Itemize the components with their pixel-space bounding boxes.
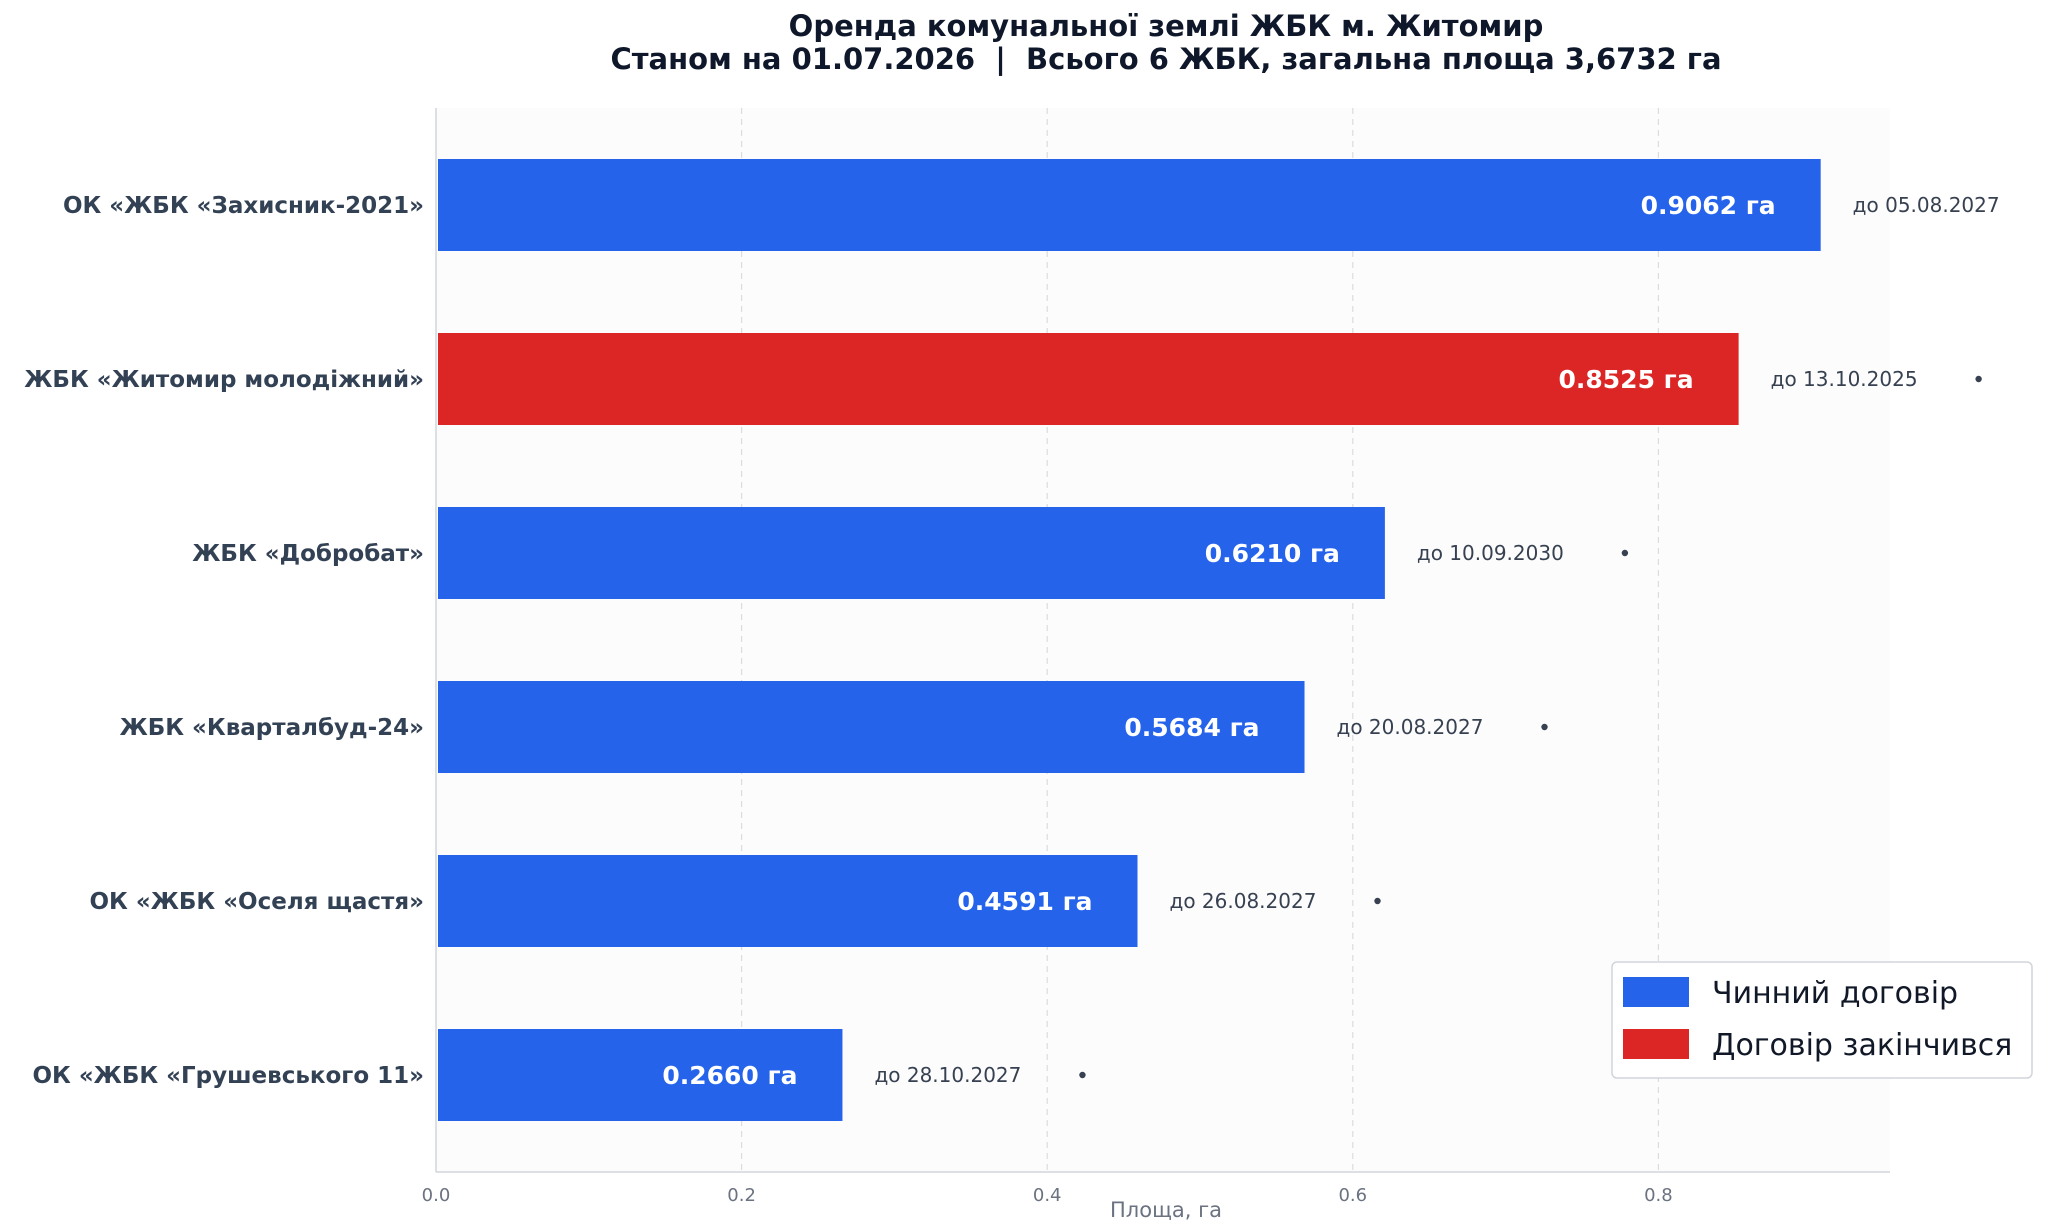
bullet-marker xyxy=(1079,1071,1086,1079)
bullet-marker xyxy=(1374,897,1381,905)
category-label: ЖБК «Добробат» xyxy=(192,541,424,567)
x-axis-title: Площа, га xyxy=(1110,1198,1222,1220)
category-label: ОК «ЖБК «Захисник-2021» xyxy=(63,193,424,219)
legend-label: Чинний договір xyxy=(1712,976,1958,1011)
legend-label: Договір закінчився xyxy=(1712,1028,2012,1063)
bar-date-label: до 10.09.2030 xyxy=(1417,541,1564,565)
chart-title: Оренда комунальної землі ЖБК м. Житомир xyxy=(789,9,1544,43)
bar xyxy=(438,1029,843,1121)
bar xyxy=(438,159,1821,251)
category-label: ЖБК «Житомир молодіжний» xyxy=(24,367,424,393)
bar xyxy=(438,333,1739,425)
chart-subtitle: Станом на 01.07.2026 | Всього 6 ЖБК, заг… xyxy=(610,42,1721,76)
bar-value-label: 0.9062 га xyxy=(1641,191,1776,220)
bar-value-label: 0.5684 га xyxy=(1124,713,1259,742)
x-tick-label: 0.2 xyxy=(727,1185,756,1206)
bar xyxy=(438,681,1305,773)
x-tick-label: 0.6 xyxy=(1338,1185,1367,1206)
plot-area: 0.0 0.2 0.4 0.6 0.8 ОК «ЖБК «Захисник-2021» 0.… xyxy=(24,108,2000,1206)
bar-date-label: до 13.10.2025 xyxy=(1771,367,1918,391)
legend-swatch-active xyxy=(1623,977,1689,1007)
bullet-marker xyxy=(1975,375,1982,383)
category-label: ОК «ЖБК «Оселя щастя» xyxy=(89,889,424,915)
bullet-marker xyxy=(1621,549,1629,557)
legend-box xyxy=(1611,961,2033,1079)
bar-date-label: до 28.10.2027 xyxy=(874,1063,1021,1087)
category-label: ОК «ЖБК «Грушевського 11» xyxy=(32,1063,424,1089)
x-tick-label: 0.8 xyxy=(1644,1185,1673,1206)
x-tick-label: 0.4 xyxy=(1033,1185,1062,1206)
legend-swatch-expired xyxy=(1623,1029,1689,1059)
category-label: ЖБК «Кварталбуд-24» xyxy=(120,715,424,741)
bar-value-label: 0.6210 га xyxy=(1205,539,1340,568)
bar-date-label: до 05.08.2027 xyxy=(1853,193,2000,217)
bar-date-label: до 26.08.2027 xyxy=(1170,889,1317,913)
bar-date-label: до 20.08.2027 xyxy=(1337,715,1484,739)
bar-value-label: 0.8525 га xyxy=(1559,365,1694,394)
bar-value-label: 0.2660 га xyxy=(662,1061,797,1090)
x-tick-label: 0.0 xyxy=(422,1185,451,1206)
bullet-marker xyxy=(1541,723,1548,731)
bar xyxy=(438,855,1138,947)
bar-value-label: 0.4591 га xyxy=(957,887,1092,916)
legend: Чинний договір Договір закінчився xyxy=(1611,961,2033,1079)
bar xyxy=(438,507,1385,599)
